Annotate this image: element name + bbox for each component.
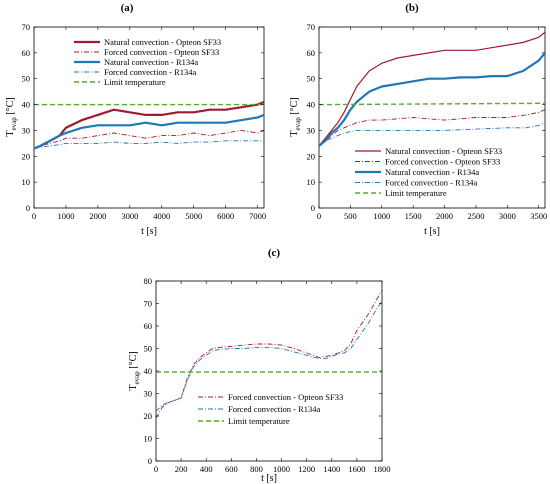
x-tick-label: 2500 [467,211,484,221]
legend-label: Natural convection - Opteon SF33 [104,37,221,47]
legend-label: Forced convection - R134a [104,67,197,77]
x-tick-label: 1000 [57,211,74,221]
series-line-1 [318,31,546,147]
legend-label: Limit temperature [228,416,290,426]
legend-label: Forced convection - Opteon SF33 [385,157,500,167]
y-tick-label: 40 [22,100,31,110]
y-tick-label: 10 [144,434,153,444]
legend-label: Forced convection - R134a [228,404,321,414]
x-tick-label: 400 [200,464,213,474]
y-tick-label: 0 [148,456,152,466]
y-tick-label: 20 [22,151,31,161]
y-tick-label: 70 [307,22,316,32]
legend-label: Forced convection - R134a [385,178,478,188]
series-line-2 [155,301,383,412]
y-tick-label: 50 [22,74,31,84]
plot-area [155,280,383,462]
y-tick-label: 60 [22,48,31,58]
plot-area [33,26,265,209]
x-tick-label: 0 [317,211,321,221]
x-tick-label: 200 [175,464,188,474]
x-tick-label: 1000 [273,464,290,474]
x-tick-label: 0 [154,464,158,474]
series-line-3 [33,113,265,150]
series-line-4 [318,122,546,147]
legend-label: Natural convection - Opteon SF33 [385,146,502,156]
x-tick-label: 4000 [153,211,170,221]
y-tick-label: 30 [22,125,31,135]
y-tick-label: 20 [307,151,316,161]
legend-label: Limit temperature [104,77,166,87]
y-axis-label: Tevap [°C] [5,97,18,136]
x-tick-label: 1600 [348,464,365,474]
series-line-4 [33,140,264,149]
series-line-1 [155,289,383,419]
y-tick-label: 0 [311,203,315,213]
y-tick-label: 50 [307,74,316,84]
series-line-2 [318,109,546,147]
y-tick-label: 70 [22,22,31,32]
x-tick-label: 2000 [436,211,453,221]
x-tick-label: 3000 [121,211,138,221]
x-tick-label: 800 [250,464,263,474]
x-tick-label: 3500 [530,211,547,221]
legend-label: Forced convection - Opteon SF33 [228,392,343,402]
panel-b: (b) 0 500 1000 1500 2000 2500 3000 3500 0 10 20 30 4… [289,2,547,237]
x-tick-label: 2000 [89,211,106,221]
legend-label: Forced convection - Opteon SF33 [104,47,219,57]
y-axis-label: Tevap [°C] [289,97,302,136]
panel-a: (a) 0 1000 2000 3000 4000 5000 6000 7000 0 10 20 30… [5,2,266,237]
legend: Forced convection - Opteon SF33 Forced co… [198,392,343,426]
y-axis-label: Tevap [°C] [128,351,141,390]
legend-label: Natural convection - R134a [104,57,198,67]
x-tick-label: 3000 [499,211,516,221]
y-tick-label: 40 [144,366,153,376]
y-tick-label: 30 [144,389,153,399]
y-tick-label: 0 [26,203,30,213]
series-line-2 [33,129,265,149]
y-tick-label: 30 [307,125,316,135]
x-tick-label: 1200 [298,464,315,474]
x-tick-label: 1500 [405,211,422,221]
x-tick-label: 5000 [185,211,202,221]
plot-area [318,26,546,209]
x-axis-label: t [s] [424,226,440,237]
x-tick-label: 6000 [217,211,234,221]
x-axis-label: t [s] [141,226,157,237]
y-tick-label: 40 [307,100,316,110]
y-tick-label: 20 [144,411,153,421]
y-tick-label: 10 [22,177,31,187]
x-tick-label: 1400 [323,464,340,474]
y-tick-label: 70 [144,299,153,309]
y-tick-label: 60 [307,48,316,58]
x-tick-label: 1000 [373,211,390,221]
x-axis-label: t [s] [261,473,277,484]
x-tick-label: 500 [344,211,357,221]
panel-c: (c) 0 200 400 600 800 1000 1200 1400 1600 1800 0 10… [128,247,391,484]
y-tick-label: 80 [144,276,153,286]
y-tick-label: 10 [307,177,316,187]
panel-label: (a) [121,2,134,14]
panel-label: (b) [405,2,419,14]
legend-label: Limit temperature [385,188,447,198]
series-line-3 [318,52,546,147]
legend-label: Natural convection - R134a [385,167,479,177]
y-tick-label: 50 [144,344,153,354]
x-tick-label: 1800 [374,464,391,474]
series-line-5 [318,102,546,106]
x-tick-label: 600 [225,464,238,474]
panel-label: (c) [268,247,281,259]
y-tick-label: 60 [144,321,153,331]
x-tick-label: 0 [32,211,36,221]
x-tick-label: 7000 [249,211,266,221]
